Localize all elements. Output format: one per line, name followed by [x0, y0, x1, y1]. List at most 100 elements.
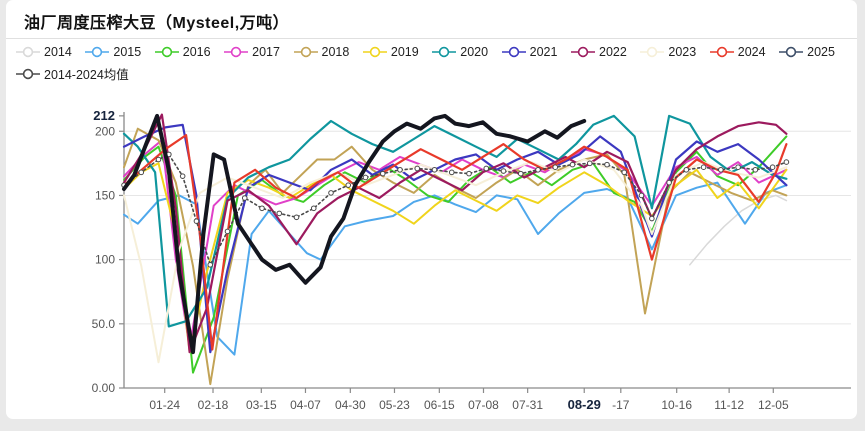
legend-line-icon — [640, 46, 665, 58]
series-marker-2014-2024均值 — [569, 161, 576, 168]
chart-legend: 2014 2015 2016 2017 2018 2019 2020 2021 2022 2023… — [6, 38, 857, 83]
legend-line-icon — [85, 46, 110, 58]
series-marker-2014-2024均值 — [193, 218, 200, 224]
x-axis-label: 10-16 — [661, 398, 692, 412]
legend-label: 2019 — [390, 45, 419, 59]
series-marker-2014-2024均值 — [179, 173, 186, 179]
series-marker-2014-2024均值 — [138, 169, 145, 176]
series-marker-2014-2024均值 — [483, 165, 490, 172]
series-marker-2014-2024均值 — [783, 159, 790, 165]
x-axis-label: 07-31 — [512, 398, 543, 412]
x-axis-label: 06-15 — [424, 398, 455, 412]
series-marker-2014-2024均值 — [649, 215, 655, 222]
series-marker-2014-2024均值 — [310, 205, 317, 212]
legend-item-2018[interactable]: 2018 — [293, 45, 350, 59]
legend-label: 2022 — [599, 45, 627, 59]
series-marker-2014-2024均值 — [621, 169, 628, 176]
y-axis-label: 200 — [95, 124, 115, 138]
legend-line-icon — [16, 46, 40, 58]
series-marker-2014-2024均值 — [431, 166, 438, 173]
legend-line-icon — [293, 46, 318, 58]
x-axis-label: 08-29 — [568, 397, 601, 412]
legend-label: 2023 — [668, 45, 697, 59]
legend-item-2017[interactable]: 2017 — [224, 45, 280, 59]
series-marker-2014-2024均值 — [769, 164, 776, 170]
legend-label: 2014 — [44, 45, 72, 59]
legend-line-icon — [362, 46, 387, 58]
x-axis-label: 03-15 — [246, 398, 277, 412]
legend-item-2016[interactable]: 2016 — [154, 45, 211, 59]
series-line-2022 — [122, 113, 788, 354]
legend-item-2019[interactable]: 2019 — [362, 45, 419, 59]
series-marker-2014-2024均值 — [666, 179, 672, 186]
legend-row-2: 2014-2024均值 — [6, 61, 857, 83]
x-axis-label: 07-08 — [468, 398, 499, 412]
series-marker-2014-2024均值 — [517, 170, 524, 177]
legend-item-2020[interactable]: 2020 — [432, 45, 488, 59]
legend-label: 2018 — [321, 45, 350, 59]
series-marker-2014-2024均值 — [328, 190, 334, 196]
series-marker-2014-2024均值 — [259, 205, 265, 212]
series-marker-2014-2024均值 — [638, 192, 645, 199]
series-marker-2014-2024均值 — [276, 210, 283, 217]
series-marker-2014-2024均值 — [586, 160, 593, 167]
legend-label: 2015 — [113, 45, 142, 59]
series-marker-2014-2024均值 — [362, 174, 369, 181]
legend-line-icon — [779, 46, 804, 58]
series-marker-2014-2024均值 — [155, 156, 162, 163]
legend-item-2022[interactable]: 2022 — [571, 45, 627, 59]
series-marker-2014-2024均值 — [683, 166, 690, 173]
x-axis-label: 02-18 — [198, 398, 229, 412]
series-marker-2014-2024均值 — [604, 161, 610, 168]
y-axis-label: 212 — [93, 108, 115, 123]
series-marker-2014-2024均值 — [718, 166, 724, 173]
series-line-2020 — [122, 114, 788, 328]
series-marker-2014-2024均值 — [552, 164, 559, 170]
legend-label: 2025 — [807, 45, 835, 59]
legend-line-icon — [154, 46, 179, 58]
y-axis-label: 150 — [95, 188, 115, 202]
legend-label: 2024 — [737, 45, 766, 59]
x-axis-label: 01-24 — [149, 398, 180, 412]
series-line-2025 — [122, 113, 587, 355]
legend-label: 2021 — [529, 45, 558, 59]
legend-item-2021[interactable]: 2021 — [501, 45, 558, 59]
legend-item-2014-2024均值[interactable]: 2014-2024均值 — [16, 64, 129, 83]
legend-line-icon — [501, 46, 526, 58]
series-marker-2014-2024均值 — [397, 166, 403, 173]
series-marker-2014-2024均值 — [735, 164, 741, 170]
chart-card: 油厂周度压榨大豆（Mysteel,万吨） 2014 2015 2016 2017 201… — [6, 0, 857, 419]
legend-label: 2017 — [252, 45, 280, 59]
legend-item-2024[interactable]: 2024 — [709, 45, 766, 59]
series-marker-2014-2024均值 — [752, 166, 759, 173]
series-marker-2014-2024均值 — [448, 169, 455, 176]
legend-item-2025[interactable]: 2025 — [779, 45, 835, 59]
legend-line-icon — [709, 46, 734, 58]
series-marker-2014-2024均值 — [241, 195, 248, 201]
y-axis-label: 100 — [95, 253, 115, 267]
series-marker-2014-2024均值 — [224, 228, 231, 235]
y-axis-label: 50.0 — [92, 317, 116, 331]
chart-title: 油厂周度压榨大豆（Mysteel,万吨） — [24, 15, 290, 32]
series-marker-2014-2024均值 — [700, 164, 707, 170]
legend-item-2015[interactable]: 2015 — [85, 45, 141, 59]
y-axis-label: 0.00 — [92, 381, 116, 395]
legend-item-2023[interactable]: 2023 — [640, 45, 696, 59]
x-axis-label: 05-23 — [379, 398, 410, 412]
series-marker-2014-2024均值 — [466, 170, 472, 177]
x-axis-label: 04-07 — [290, 398, 321, 412]
legend-line-icon — [432, 46, 457, 58]
legend-line-icon — [16, 68, 40, 79]
legend-label: 2014-2024均值 — [44, 68, 129, 82]
series-marker-2014-2024均值 — [379, 170, 386, 177]
series-marker-2014-2024均值 — [500, 168, 507, 174]
x-axis-label: 04-30 — [335, 398, 366, 412]
legend-line-icon — [224, 46, 249, 58]
series-marker-2014-2024均值 — [345, 182, 352, 188]
x-axis-label: 12-05 — [758, 398, 789, 412]
legend-item-2014[interactable]: 2014 — [16, 45, 72, 59]
series-marker-2014-2024均值 — [293, 214, 300, 221]
series-line-2014 — [689, 194, 788, 266]
series-line-2015 — [123, 181, 788, 356]
